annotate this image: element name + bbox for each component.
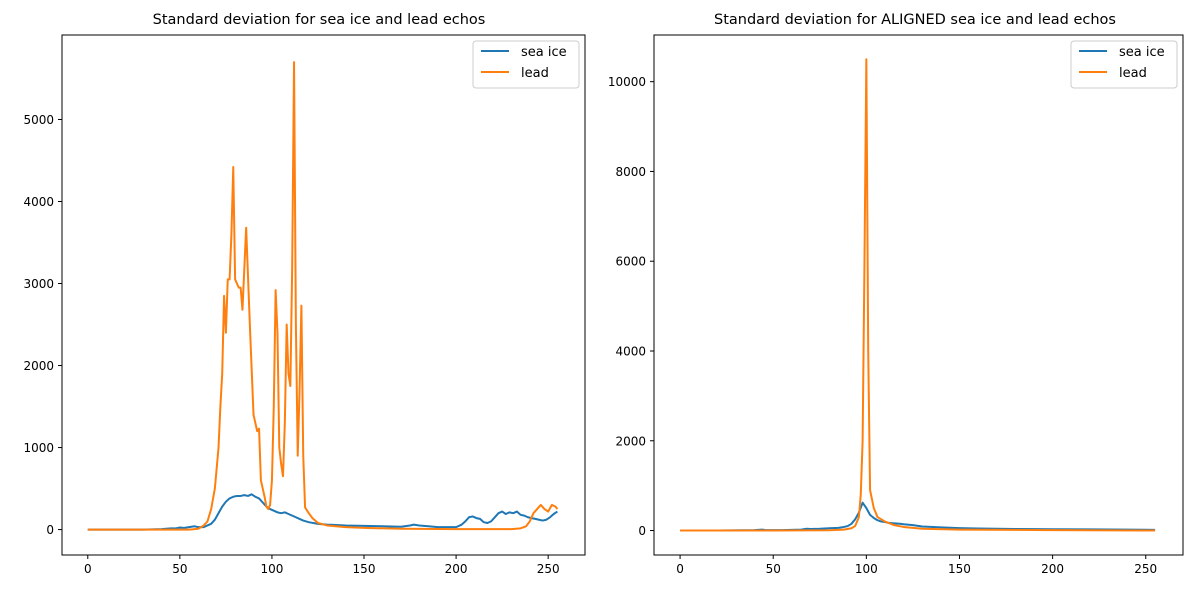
left-x-tick-label: 150 (353, 562, 376, 576)
left-legend-label-sea-ice: sea ice (521, 45, 567, 60)
right-x-tick-label: 250 (1134, 562, 1157, 576)
right-x-tick-label: 0 (676, 562, 684, 576)
right-chart-title: Standard deviation for ALIGNED sea ice a… (714, 12, 1116, 28)
left-legend-label-lead: lead (521, 66, 549, 81)
left-y-tick-label: 2000 (23, 359, 54, 373)
left-chart-legend: sea ice lead (472, 40, 580, 89)
left-series-line-sea-ice (87, 493, 558, 531)
right-y-tick-label: 6000 (615, 255, 646, 269)
right-legend-label-lead: lead (1119, 66, 1147, 81)
right-legend-box (1070, 40, 1178, 89)
right-legend-label-sea-ice: sea ice (1119, 45, 1165, 60)
left-legend-box (472, 40, 580, 89)
right-y-tick-label: 2000 (615, 434, 646, 448)
left-y-tick-label: 0 (46, 523, 54, 537)
left-x-tick-label: 100 (260, 562, 283, 576)
right-chart-legend: sea ice lead (1070, 40, 1178, 89)
right-x-tick-label: 50 (766, 562, 781, 576)
right-y-tick-label: 4000 (615, 344, 646, 358)
right-y-tick-label: 0 (638, 524, 646, 538)
left-chart-panel: Standard deviation for sea ice and lead … (23, 12, 586, 576)
right-y-tick-label: 8000 (615, 165, 646, 179)
left-y-tick-label: 5000 (23, 113, 54, 127)
right-chart-panel: Standard deviation for ALIGNED sea ice a… (608, 12, 1184, 576)
right-x-tick-label: 200 (1041, 562, 1064, 576)
right-chart-frame (653, 34, 1184, 556)
left-x-tick-label: 200 (445, 562, 468, 576)
left-y-tick-label: 4000 (23, 195, 54, 209)
left-y-tick-label: 3000 (23, 277, 54, 291)
left-chart-title: Standard deviation for sea ice and lead … (153, 12, 486, 28)
right-y-tick-label: 10000 (608, 75, 646, 89)
left-chart-frame (61, 34, 586, 556)
right-x-tick-label: 100 (855, 562, 878, 576)
left-x-tick-label: 0 (84, 562, 92, 576)
left-series-line-lead (87, 61, 559, 531)
left-x-tick-label: 250 (537, 562, 560, 576)
left-x-tick-label: 50 (172, 562, 187, 576)
right-x-tick-label: 150 (948, 562, 971, 576)
right-series-line-lead (680, 58, 1156, 532)
left-y-tick-label: 1000 (23, 441, 54, 455)
